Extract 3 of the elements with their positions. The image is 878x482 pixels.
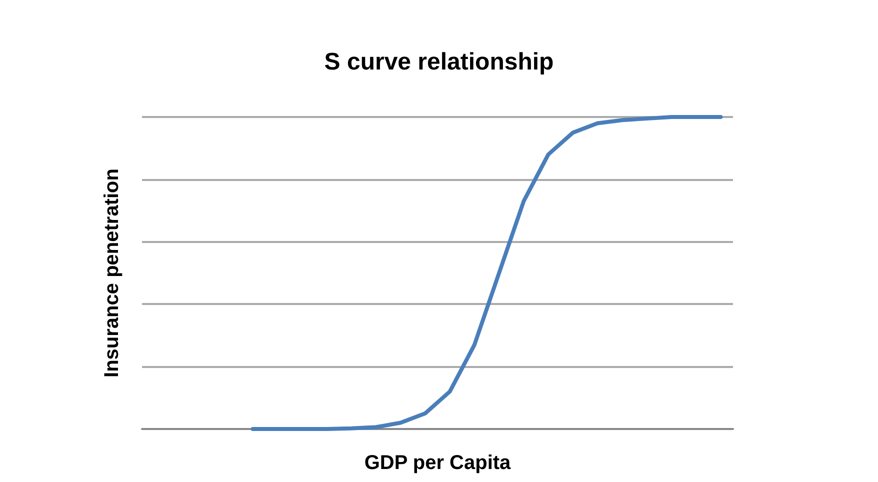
x-axis-title: GDP per Capita: [364, 452, 512, 474]
y-axis-title: Insurance penetration: [101, 168, 123, 378]
chart-title: S curve relationship: [324, 48, 554, 76]
